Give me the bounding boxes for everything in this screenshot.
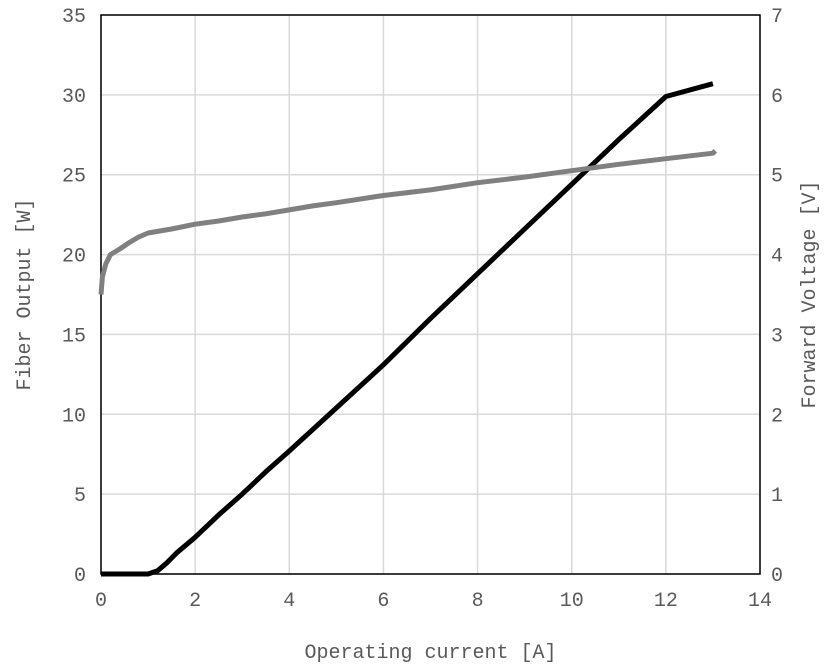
grid	[100, 14, 761, 575]
y-tick-label-left: 30	[62, 86, 86, 109]
y-tick-label-right: 4	[771, 246, 783, 269]
y-tick-label-left: 5	[74, 485, 86, 508]
x-axis-title: Operating current [A]	[304, 642, 556, 665]
y-tick-label-right: 6	[771, 86, 783, 109]
x-tick-label: 12	[654, 590, 678, 613]
y-axis-title-right: Forward Voltage [V]	[799, 180, 822, 408]
fiber-output-series-line	[101, 81, 714, 577]
y-tick-label-left: 35	[62, 6, 86, 29]
x-tick-label: 0	[95, 590, 107, 613]
series-layer	[98, 81, 718, 577]
x-tick-label: 4	[283, 590, 295, 613]
y-tick-label-left: 10	[62, 405, 86, 428]
forward-voltage-series-line	[98, 149, 718, 295]
x-tick-label: 14	[748, 590, 772, 613]
y-tick-label-left: 25	[62, 166, 86, 189]
x-tick-label: 2	[189, 590, 201, 613]
y-tick-label-left: 15	[62, 325, 86, 348]
x-tick-label: 8	[472, 590, 484, 613]
y-tick-label-right: 5	[771, 166, 783, 189]
y-tick-label-right: 7	[771, 6, 783, 29]
x-tick-label: 10	[560, 590, 584, 613]
y-tick-label-right: 0	[771, 565, 783, 588]
x-tick-label: 6	[377, 590, 389, 613]
y-tick-label-right: 3	[771, 325, 783, 348]
y-tick-label-right: 1	[771, 485, 783, 508]
y-tick-label-right: 2	[771, 405, 783, 428]
y-axis-title-left: Fiber Output [W]	[14, 198, 37, 390]
y-tick-label-left: 0	[74, 565, 86, 588]
y-tick-label-left: 20	[62, 246, 86, 269]
